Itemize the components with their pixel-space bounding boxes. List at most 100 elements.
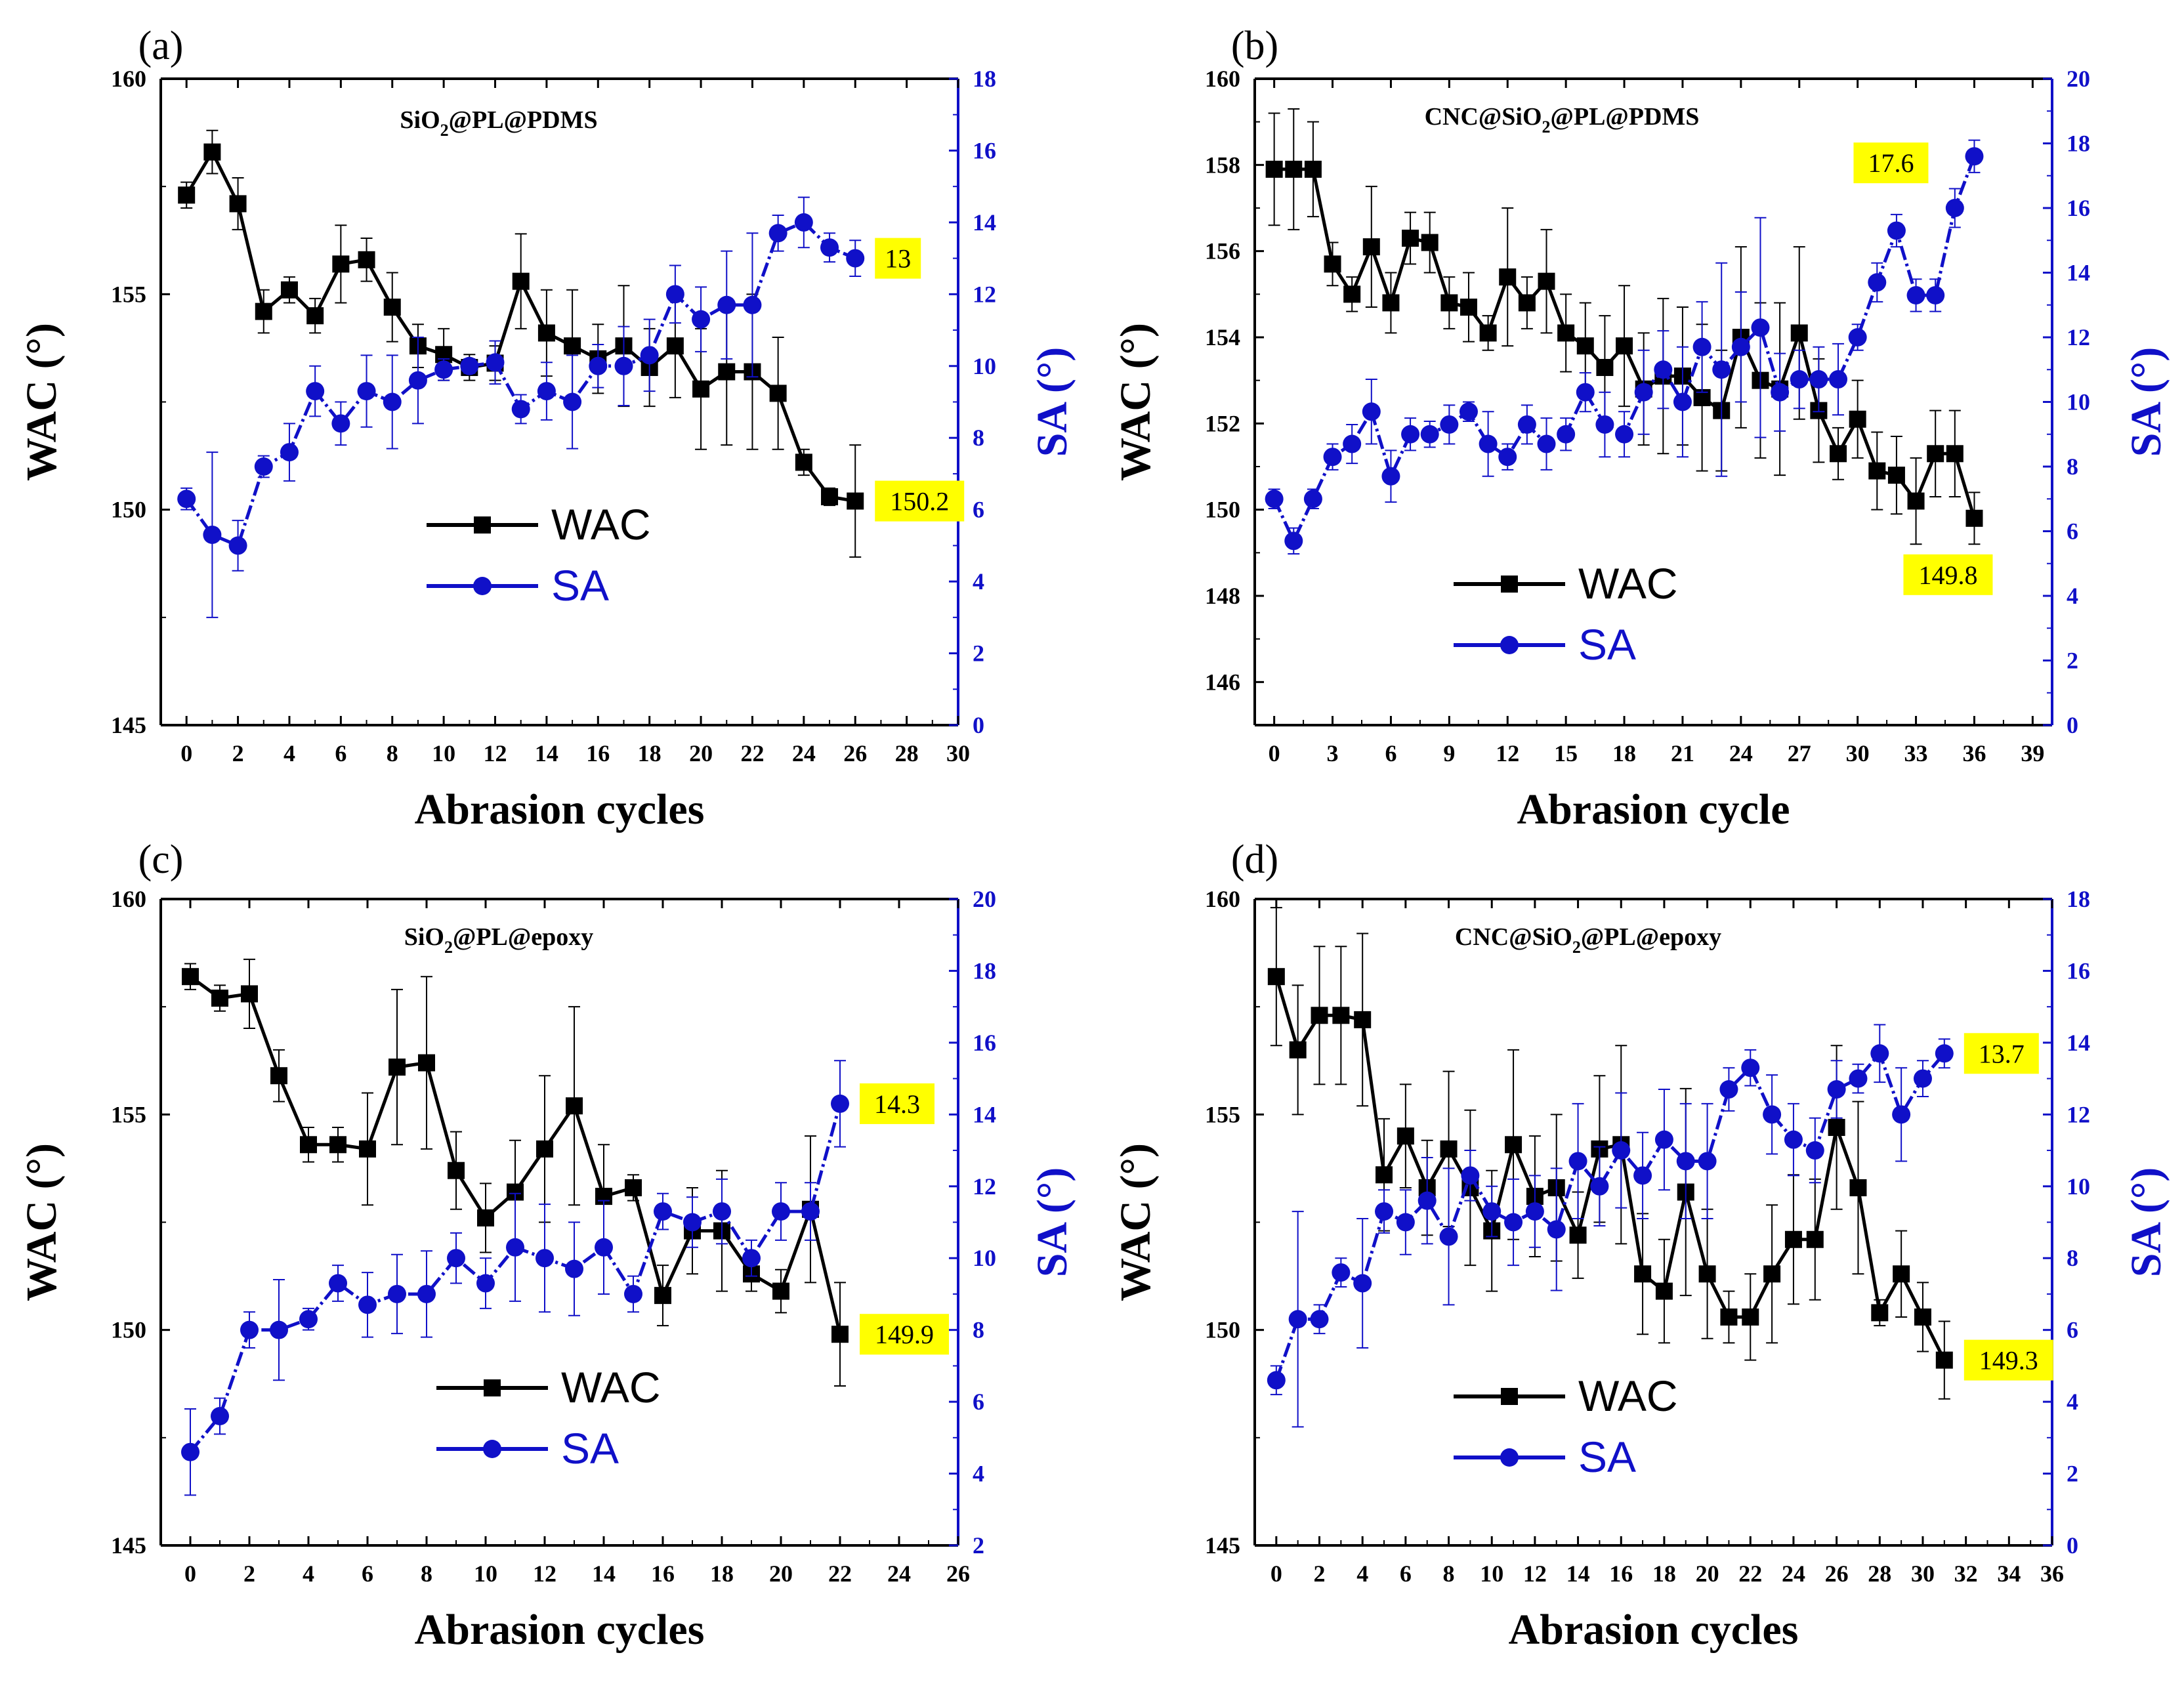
- x-tick-label: 27: [1788, 740, 1811, 766]
- sample-label-subscript: 2: [1572, 938, 1581, 957]
- data-point: [1557, 425, 1576, 444]
- data-point: [1479, 324, 1497, 342]
- data-point: [1654, 1130, 1673, 1149]
- x-tick-label: 20: [1696, 1561, 1719, 1587]
- data-point: [1829, 370, 1848, 389]
- data-point: [1731, 337, 1750, 356]
- annotation-highlight: [860, 1314, 949, 1355]
- x-tick-label: 20: [689, 740, 713, 766]
- x-tick-label: 14: [592, 1561, 616, 1587]
- sample-label-rest: @PL@epoxy: [453, 923, 593, 951]
- data-point: [1353, 1274, 1372, 1293]
- x-tick-label: 14: [535, 740, 558, 766]
- panel-label: (c): [138, 837, 184, 882]
- x-tick-label: 6: [335, 740, 346, 766]
- value-annotation: 14.3: [860, 1083, 934, 1124]
- panel-label: (d): [1231, 837, 1278, 882]
- data-point: [847, 492, 864, 510]
- y-right-tick-label: 16: [2067, 195, 2090, 221]
- data-point: [1311, 1007, 1328, 1024]
- data-point: [1926, 285, 1945, 304]
- y-right-tick-label: 18: [973, 957, 996, 984]
- data-point: [1965, 509, 1983, 527]
- data-point: [1871, 1304, 1889, 1322]
- data-point: [1525, 1202, 1544, 1221]
- series-wac: [1267, 907, 1953, 1400]
- x-tick-label: 10: [432, 740, 455, 766]
- data-point: [229, 195, 247, 213]
- data-point: [1557, 324, 1575, 342]
- legend: WAC SA: [436, 1363, 661, 1473]
- x-tick-label: 9: [1443, 740, 1455, 766]
- data-point: [1849, 410, 1866, 428]
- y-left-axis-title: WAC (°): [1112, 1143, 1160, 1301]
- y-right-tick-label: 12: [2067, 324, 2090, 350]
- data-point: [1946, 445, 1964, 463]
- y-left-tick-label: 160: [1205, 886, 1240, 912]
- x-tick-label: 28: [895, 740, 919, 766]
- value-annotation: 149.8: [1903, 554, 1993, 595]
- x-tick-label: 4: [1356, 1561, 1368, 1587]
- y-left-tick-label: 145: [1205, 1532, 1240, 1559]
- data-point: [1517, 415, 1536, 434]
- data-point: [1440, 294, 1458, 312]
- x-tick-label: 0: [180, 740, 192, 766]
- data-point: [1498, 448, 1517, 467]
- data-point: [1945, 199, 1964, 217]
- x-tick-label: 6: [1400, 1561, 1412, 1587]
- data-point: [1343, 434, 1362, 453]
- data-point: [624, 1284, 642, 1303]
- y-right-tick-label: 12: [2067, 1101, 2090, 1127]
- annotation-text: 150.2: [890, 487, 949, 516]
- y-right-tick-label: 10: [2067, 389, 2090, 415]
- data-point: [1849, 1179, 1867, 1196]
- data-point: [1868, 273, 1887, 292]
- data-point: [383, 299, 401, 316]
- data-point: [1288, 1310, 1307, 1329]
- x-tick-label: 20: [769, 1561, 793, 1587]
- data-point: [1323, 448, 1342, 467]
- data-point: [769, 385, 787, 402]
- data-point: [1381, 467, 1400, 486]
- data-point: [589, 356, 608, 375]
- x-axis-title: Abrasion cycles: [1509, 1606, 1799, 1654]
- data-point: [1568, 1152, 1587, 1171]
- data-point: [1634, 1265, 1652, 1283]
- annotation-highlight: [860, 1083, 934, 1124]
- data-point: [565, 1259, 583, 1278]
- x-tick-label: 24: [887, 1561, 911, 1587]
- data-point: [1806, 1230, 1824, 1248]
- data-point: [743, 295, 762, 314]
- data-point: [1849, 1069, 1868, 1088]
- data-point: [306, 307, 324, 325]
- annotation-highlight: [875, 480, 965, 522]
- value-annotation: 13.7: [1964, 1033, 2039, 1074]
- data-point: [821, 488, 839, 505]
- y-right-tick-label: 4: [2067, 583, 2078, 609]
- x-tick-label: 6: [1385, 740, 1396, 766]
- data-point: [1284, 532, 1303, 551]
- x-tick-label: 36: [1962, 740, 1986, 766]
- data-point: [1612, 1141, 1631, 1160]
- data-point: [1935, 1351, 1953, 1369]
- y-right-tick-label: 18: [2067, 886, 2090, 912]
- y-right-tick-label: 6: [2067, 518, 2078, 545]
- data-point: [1375, 1202, 1394, 1221]
- data-point: [846, 249, 865, 268]
- data-point: [1289, 1041, 1307, 1058]
- data-point: [1479, 434, 1498, 453]
- data-point: [1907, 492, 1925, 510]
- legend-marker: [483, 1440, 501, 1458]
- data-point: [1848, 328, 1867, 346]
- sample-label-main: CNC@SiO: [1425, 103, 1542, 131]
- data-point: [1698, 1152, 1717, 1171]
- y-left-tick-label: 150: [1205, 497, 1240, 523]
- data-point: [1376, 1166, 1393, 1184]
- legend-marker: [1500, 1448, 1519, 1467]
- x-tick-label: 18: [1612, 740, 1636, 766]
- y-left-axis-title: WAC (°): [18, 1143, 66, 1301]
- sample-label: CNC@SiO2@PL@PDMS: [1425, 103, 1700, 136]
- data-point: [329, 1136, 346, 1154]
- legend: WAC SA: [1454, 559, 1678, 669]
